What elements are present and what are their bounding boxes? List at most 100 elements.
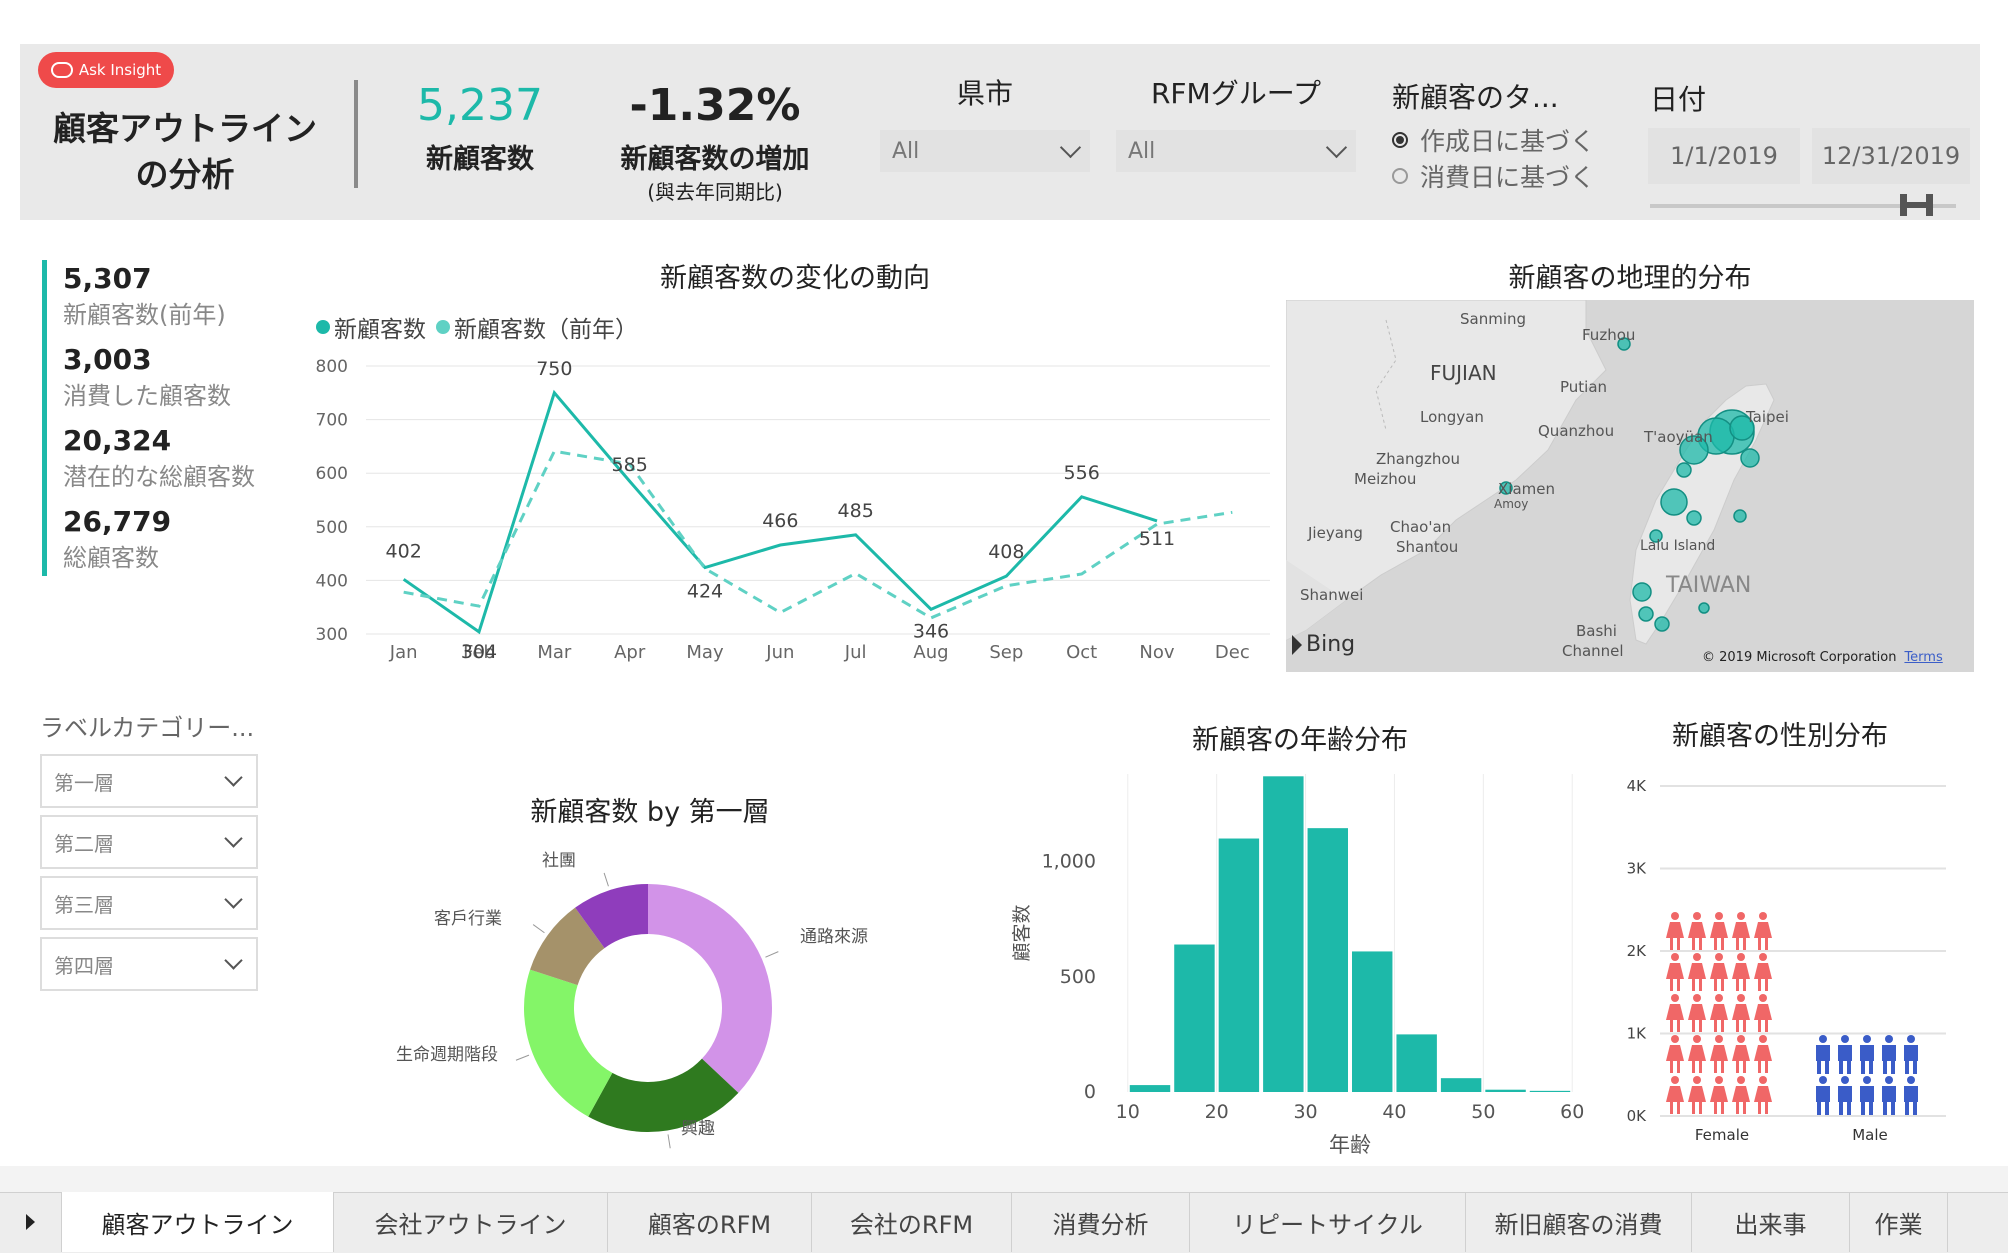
ask-insight-button[interactable]: Ask Insight (38, 52, 174, 88)
radio-created[interactable]: 作成日に基づく (1392, 122, 1595, 158)
histogram-bar[interactable] (1218, 838, 1260, 1092)
histogram-bar[interactable] (1174, 944, 1215, 1092)
y-tick-label: 400 (316, 571, 348, 591)
city-dropdown-value: All (892, 138, 920, 164)
histogram-bar[interactable] (1485, 1089, 1526, 1092)
date-slider-handle[interactable] (1900, 194, 1934, 216)
series-line-1[interactable] (403, 449, 1233, 620)
map-label: FUJIAN (1430, 361, 1497, 385)
date-start-input[interactable]: 1/1/2019 (1648, 128, 1800, 184)
x-tick-label: 20 (1205, 1101, 1229, 1123)
histogram-bar[interactable] (1440, 1078, 1482, 1092)
page-title-line2: の分析 (135, 155, 235, 194)
map-bubble[interactable] (1676, 462, 1692, 478)
legend-series-previous[interactable]: 新顧客数（前年） (454, 317, 638, 343)
x-tick-label: 50 (1471, 1101, 1495, 1123)
tab-6[interactable]: リピートサイクル (1190, 1192, 1466, 1252)
histogram-bar[interactable] (1263, 776, 1304, 1092)
map-bubble[interactable] (1679, 435, 1709, 465)
histogram-bar[interactable] (1307, 828, 1348, 1092)
donut-slice[interactable] (648, 884, 772, 1093)
histogram-bar[interactable] (1352, 951, 1393, 1092)
map-bubble[interactable] (1740, 448, 1760, 468)
city-dropdown[interactable]: All (880, 130, 1090, 172)
mainland-coast-shape (1286, 560, 1346, 640)
level2-dropdown-label: 第二層 (54, 831, 114, 856)
map-bubble[interactable] (1649, 529, 1663, 543)
tab-9[interactable]: 作業 (1850, 1192, 1948, 1252)
map-bubble[interactable] (1686, 510, 1702, 526)
leader-line (765, 951, 779, 958)
legend-dot-icon (436, 320, 450, 334)
map-bubble[interactable] (1632, 582, 1652, 602)
pictogram-female[interactable] (1666, 912, 1772, 1114)
y-tick-label: 800 (316, 357, 348, 377)
date-end-input[interactable]: 12/31/2019 (1812, 128, 1970, 184)
date-slider-track[interactable] (1650, 204, 1956, 208)
histogram-bar[interactable] (1129, 1085, 1171, 1092)
trend-chart-title: 新顧客数の変化の動向 (660, 263, 930, 294)
legend-series-current[interactable]: 新顧客数 (334, 317, 426, 343)
map-bubbles[interactable] (1499, 337, 1760, 632)
level3-dropdown-label: 第三層 (54, 892, 114, 917)
radio-created-label: 作成日に基づく (1420, 127, 1596, 156)
donut-slice[interactable] (530, 907, 605, 986)
level4-dropdown-label: 第四層 (54, 953, 114, 978)
tab-4[interactable]: 会社のRFM (812, 1192, 1012, 1252)
histogram-bar[interactable] (1396, 1034, 1437, 1092)
tab-1[interactable]: 顧客アウトライン (62, 1192, 334, 1252)
tabs-scroll-button[interactable] (0, 1192, 62, 1252)
map-title: 新顧客の地理的分布 (1508, 263, 1752, 294)
map-bubble[interactable] (1660, 488, 1688, 516)
map-bubble[interactable] (1698, 602, 1710, 614)
slice-label: 社團 (542, 851, 576, 871)
donut-slice[interactable] (588, 1058, 739, 1132)
pictogram-male[interactable] (1816, 1035, 1918, 1115)
stat-label: 新顧客数(前年) (63, 301, 226, 329)
tab-3[interactable]: 顧客のRFM (608, 1192, 812, 1252)
header-divider (354, 80, 358, 188)
y-tick-label: 2K (1627, 942, 1648, 960)
series-line-0[interactable] (402, 389, 1158, 635)
trend-legend: 新顧客数 新顧客数（前年） (316, 310, 638, 344)
map-labels: Sanming Fuzhou FUJIAN Putian Longyan Qua… (1300, 310, 1789, 660)
tab-2[interactable]: 会社アウトライン (334, 1192, 608, 1252)
map-label: Chao'an (1390, 518, 1451, 536)
map-bubble[interactable] (1654, 616, 1670, 632)
page-title: 顧客アウトライン の分析 (40, 106, 330, 198)
x-tick-label: Sep (989, 642, 1023, 663)
chevron-down-icon (224, 950, 243, 970)
slice-label: 通路來源 (800, 927, 868, 947)
tab-8[interactable]: 出来事 (1692, 1192, 1850, 1252)
map-terms-link[interactable]: Terms (1904, 650, 1943, 665)
radio-consumed[interactable]: 消費日に基づく (1392, 158, 1595, 194)
map-bubble[interactable] (1638, 606, 1654, 622)
chevron-down-icon (224, 889, 243, 909)
tab-7[interactable]: 新旧顧客の消費 (1466, 1192, 1692, 1252)
leader-line (603, 872, 609, 887)
map-bubble[interactable] (1499, 481, 1513, 495)
rfm-dropdown[interactable]: All (1116, 130, 1356, 172)
age-chart-title: 新顧客の年齢分布 (1192, 725, 1408, 756)
level3-dropdown[interactable]: 第三層 (40, 876, 258, 930)
rfm-slicer-title: RFMグループ (1150, 77, 1322, 110)
slice-label: 興趣 (681, 1119, 715, 1139)
level1-dropdown[interactable]: 第一層 (40, 754, 258, 808)
level4-dropdown[interactable]: 第四層 (40, 937, 258, 991)
tab-5[interactable]: 消費分析 (1012, 1192, 1190, 1252)
x-tick-label: 30 (1293, 1101, 1317, 1123)
map-bubble[interactable] (1617, 337, 1631, 351)
donut-slice[interactable] (524, 969, 613, 1117)
geo-map[interactable]: Sanming Fuzhou FUJIAN Putian Longyan Qua… (1286, 300, 1974, 672)
data-label: 585 (612, 454, 648, 476)
histogram-bar[interactable] (1529, 1090, 1571, 1092)
donut-slice[interactable] (575, 884, 648, 949)
level2-dropdown[interactable]: 第二層 (40, 815, 258, 869)
stat-value: 3,003 (63, 343, 152, 376)
y-tick-label: 500 (316, 518, 348, 538)
data-label: 304 (461, 641, 497, 663)
map-bubble[interactable] (1729, 415, 1755, 441)
map-bubble[interactable] (1733, 509, 1747, 523)
stat-item: 26,779 総顧客数 (63, 505, 171, 573)
